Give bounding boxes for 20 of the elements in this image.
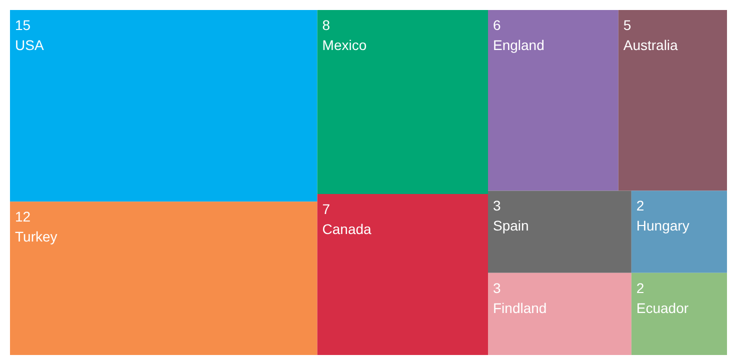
category-label: USA: [15, 37, 44, 53]
category-label: Mexico: [322, 37, 367, 53]
category-label: Findland: [493, 300, 547, 316]
category-label: Hungary: [636, 218, 690, 234]
category-label: Canada: [322, 221, 372, 237]
data-label: 2: [636, 280, 644, 296]
category-label: Turkey: [15, 228, 58, 245]
category-label: England: [493, 37, 544, 53]
data-label: 6: [493, 17, 501, 33]
data-label: 3: [493, 198, 501, 214]
data-label: 3: [493, 280, 501, 296]
data-label: 8: [322, 17, 330, 33]
data-label: 5: [623, 17, 632, 33]
data-label: 7: [322, 201, 330, 217]
data-label: 12: [15, 208, 31, 225]
data-label: 2: [636, 198, 644, 214]
category-label: Ecuador: [636, 300, 689, 316]
category-label: Spain: [493, 218, 529, 234]
data-label: 15: [15, 17, 31, 33]
category-label: Australia: [623, 37, 678, 53]
